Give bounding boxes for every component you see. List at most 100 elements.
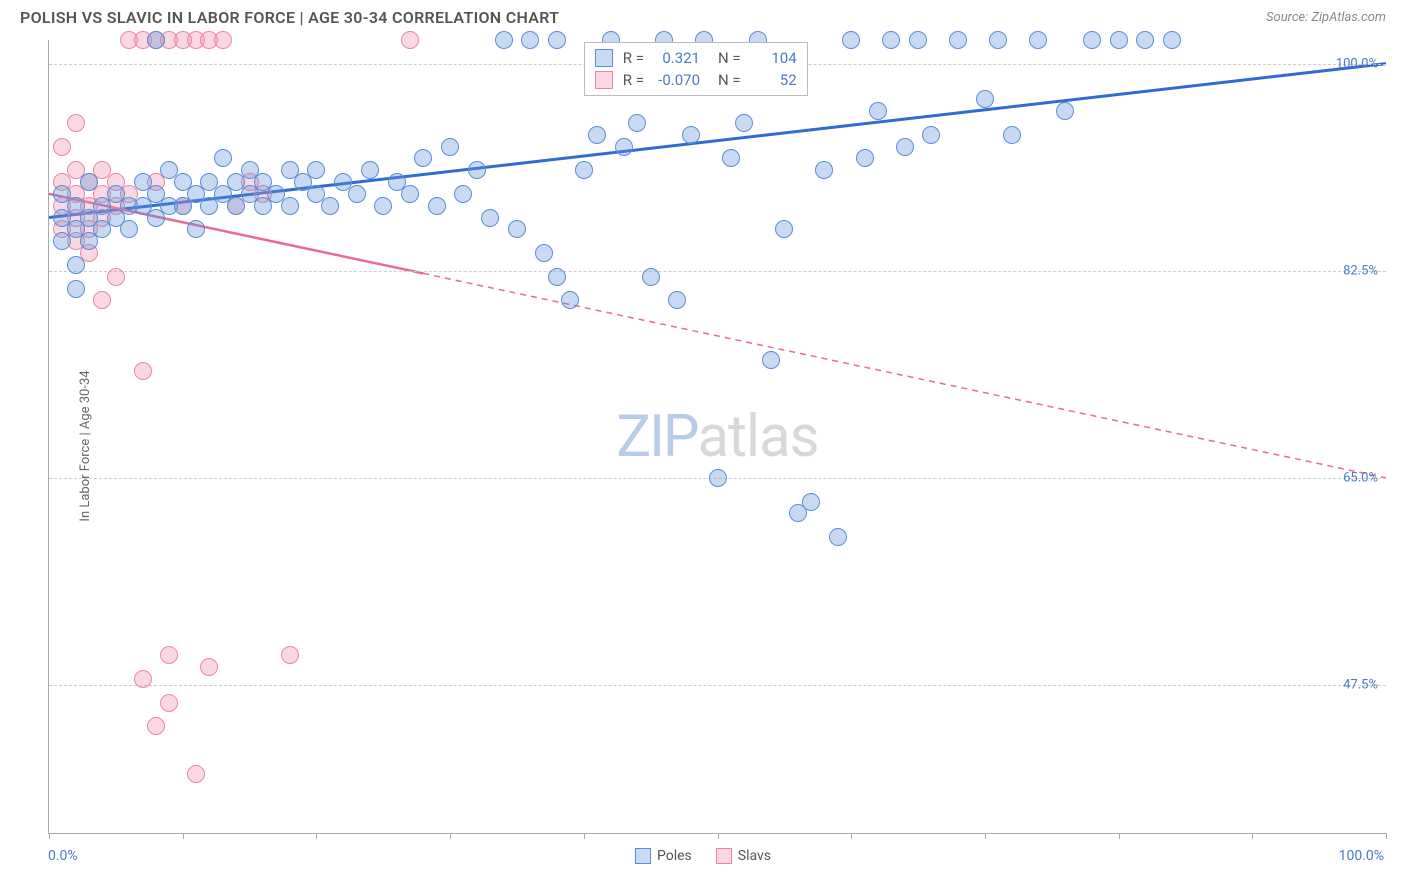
poles-point: [1029, 31, 1047, 49]
poles-point: [147, 31, 165, 49]
poles-point: [922, 126, 940, 144]
gridline: [49, 685, 1386, 686]
poles-point: [548, 268, 566, 286]
chart-plot-area: ZIPatlas 100.0%82.5%65.0%47.5% R = 0.321…: [48, 40, 1386, 834]
slavs-point: [93, 291, 111, 309]
x-tick: [584, 833, 585, 839]
poles-point: [495, 31, 513, 49]
stats-row-slavs: R = -0.070 N = 52: [595, 69, 797, 91]
x-tick: [1386, 833, 1387, 839]
poles-legend-label: Poles: [657, 848, 692, 864]
poles-point: [535, 244, 553, 262]
poles-n-value: 104: [749, 47, 797, 69]
y-tick-label: 47.5%: [1343, 678, 1378, 693]
n-label: N =: [718, 69, 741, 91]
slavs-r-value: -0.070: [652, 69, 700, 91]
slavs-point: [214, 31, 232, 49]
poles-point: [281, 197, 299, 215]
trend-lines: [49, 40, 1386, 833]
poles-point: [508, 220, 526, 238]
poles-point: [67, 256, 85, 274]
poles-point: [481, 209, 499, 227]
poles-point: [214, 149, 232, 167]
poles-point: [1056, 102, 1074, 120]
slavs-point: [187, 765, 205, 783]
stats-legend-box: R = 0.321 N = 104 R = -0.070 N = 52: [584, 42, 808, 96]
chart-title: POLISH VS SLAVIC IN LABOR FORCE | AGE 30…: [20, 8, 559, 27]
poles-point: [80, 173, 98, 191]
x-tick: [1252, 833, 1253, 839]
poles-point: [628, 114, 646, 132]
x-tick: [450, 833, 451, 839]
poles-point: [401, 185, 419, 203]
poles-point: [187, 220, 205, 238]
watermark: ZIPatlas: [616, 403, 818, 471]
poles-point: [307, 161, 325, 179]
x-tick: [985, 833, 986, 839]
poles-point: [762, 351, 780, 369]
slavs-swatch-icon: [595, 71, 613, 89]
poles-point: [348, 185, 366, 203]
poles-point: [976, 90, 994, 108]
slavs-point: [107, 268, 125, 286]
poles-point: [709, 469, 727, 487]
x-tick: [1119, 833, 1120, 839]
poles-point: [856, 149, 874, 167]
poles-point: [642, 268, 660, 286]
poles-point: [869, 102, 887, 120]
poles-point: [909, 31, 927, 49]
y-tick-label: 65.0%: [1343, 470, 1378, 485]
poles-point: [896, 138, 914, 156]
poles-point: [775, 220, 793, 238]
poles-point: [454, 185, 472, 203]
x-axis-max-label: 100.0%: [1339, 848, 1384, 864]
poles-point: [120, 220, 138, 238]
x-axis-min-label: 0.0%: [48, 848, 78, 864]
slavs-point: [160, 694, 178, 712]
poles-point: [468, 161, 486, 179]
slavs-legend-label: Slavs: [738, 848, 771, 864]
poles-point: [428, 197, 446, 215]
poles-point: [374, 197, 392, 215]
poles-point: [668, 291, 686, 309]
stats-row-poles: R = 0.321 N = 104: [595, 47, 797, 69]
poles-point: [882, 31, 900, 49]
poles-point: [682, 126, 700, 144]
poles-point: [949, 31, 967, 49]
poles-point: [1163, 31, 1181, 49]
slavs-point: [147, 717, 165, 735]
poles-point: [521, 31, 539, 49]
poles-swatch-icon: [595, 49, 613, 67]
poles-point: [722, 149, 740, 167]
slavs-n-value: 52: [749, 69, 797, 91]
poles-point: [575, 161, 593, 179]
x-tick: [183, 833, 184, 839]
poles-point: [561, 291, 579, 309]
x-tick: [316, 833, 317, 839]
poles-point: [588, 126, 606, 144]
poles-point: [815, 161, 833, 179]
poles-point: [67, 280, 85, 298]
poles-point: [615, 138, 633, 156]
slavs-point: [134, 362, 152, 380]
legend-item-poles: Poles: [635, 848, 692, 864]
y-tick-label: 100.0%: [1336, 56, 1378, 71]
poles-point: [361, 161, 379, 179]
poles-point: [842, 31, 860, 49]
poles-point: [735, 114, 753, 132]
poles-point: [548, 31, 566, 49]
r-label: R =: [623, 47, 644, 69]
poles-point: [1110, 31, 1128, 49]
poles-point: [989, 31, 1007, 49]
poles-legend-swatch-icon: [635, 848, 651, 864]
poles-point: [1003, 126, 1021, 144]
n-label: N =: [718, 47, 741, 69]
poles-point: [321, 197, 339, 215]
poles-point: [1136, 31, 1154, 49]
poles-point: [802, 493, 820, 511]
poles-point: [829, 528, 847, 546]
legend-item-slavs: Slavs: [716, 848, 771, 864]
poles-r-value: 0.321: [652, 47, 700, 69]
slavs-point: [134, 670, 152, 688]
x-tick: [49, 833, 50, 839]
